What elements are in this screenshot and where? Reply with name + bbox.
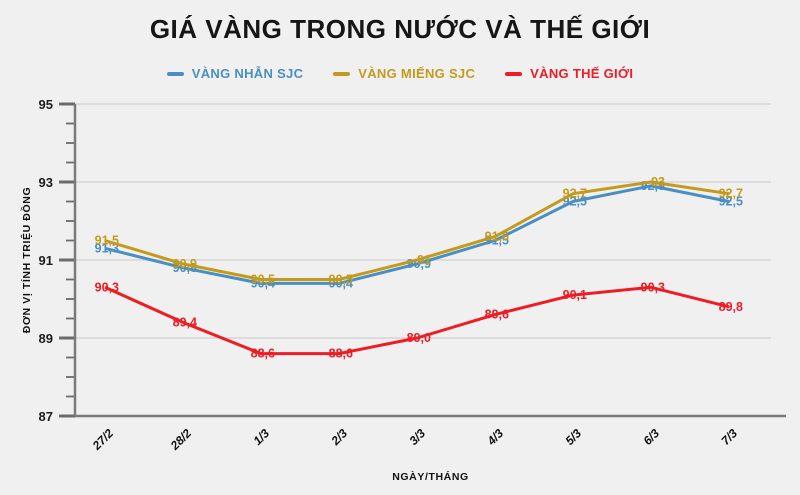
data-label: 89,0 <box>407 331 431 345</box>
data-label: 93 <box>651 175 665 189</box>
series-line <box>104 184 730 285</box>
data-label: 90,5 <box>329 273 353 287</box>
data-label: 91 <box>417 253 431 267</box>
y-tick-label: 89 <box>39 331 53 346</box>
legend-label: VÀNG NHẪN SJC <box>191 66 304 81</box>
x-tick-label: 2/3 <box>328 426 351 449</box>
data-label: 92,7 <box>719 187 743 201</box>
x-tick-label: 4/3 <box>484 426 507 449</box>
data-label: 90,3 <box>641 280 665 294</box>
x-tick-label: 5/3 <box>562 426 584 448</box>
legend-label: VÀNG THẾ GIỚI <box>530 66 634 81</box>
x-tick-label: 3/3 <box>406 426 428 448</box>
data-label: 90,5 <box>251 273 275 287</box>
y-axis-title: ĐƠN VỊ TÍNH TRIỆU ĐỒNG <box>20 187 33 333</box>
y-tick-label: 95 <box>39 97 53 112</box>
x-axis-title: NGÀY/THÁNG <box>392 470 469 483</box>
data-label: 89,4 <box>173 315 197 329</box>
x-tick-label: 6/3 <box>640 426 662 448</box>
data-label: 88,6 <box>329 347 353 361</box>
data-label: 92,7 <box>563 187 587 201</box>
x-tick-label: 1/3 <box>250 426 272 448</box>
data-label: 90,1 <box>563 288 587 302</box>
legend-dash-icon <box>166 71 184 76</box>
x-tick-label: 27/2 <box>89 426 116 453</box>
legend-dash-icon <box>505 71 523 76</box>
data-label: 91,6 <box>485 230 509 244</box>
y-tick-label: 93 <box>39 175 53 190</box>
y-tick-label: 91 <box>39 253 53 268</box>
chart-title: GIÁ VÀNG TRONG NƯỚC VÀ THẾ GIỚI <box>149 14 651 44</box>
legend-item: VÀNG MIẾNG SJC <box>333 66 475 81</box>
data-label: 88,6 <box>251 347 275 361</box>
data-label: 89,6 <box>485 308 509 322</box>
data-label: 90,3 <box>95 280 119 294</box>
series-line <box>104 180 730 281</box>
x-tick-label: 28/2 <box>167 426 194 453</box>
series-line <box>104 285 730 356</box>
legend-item: VÀNG THẾ GIỚI <box>505 66 633 81</box>
legend-dash-icon <box>333 71 351 76</box>
data-label: 92,5 <box>719 195 743 209</box>
legend-item: VÀNG NHẪN SJC <box>166 66 304 81</box>
legend-label: VÀNG MIẾNG SJC <box>358 66 476 81</box>
data-label: 91,5 <box>95 234 119 248</box>
data-label: 89,8 <box>719 300 743 314</box>
data-label: 90,9 <box>173 257 197 271</box>
x-tick-label: 7/3 <box>718 426 740 448</box>
y-tick-label: 87 <box>39 409 53 424</box>
legend: VÀNG NHẪN SJC VÀNG MIẾNG SJC VÀNG THẾ GIỚI <box>0 66 800 81</box>
